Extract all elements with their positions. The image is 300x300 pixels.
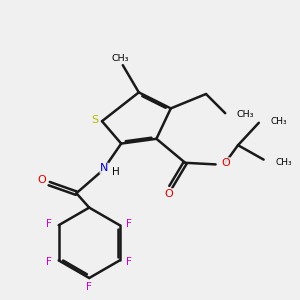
Text: CH₃: CH₃ [236,110,254,119]
Text: O: O [221,158,230,168]
Text: CH₃: CH₃ [271,117,288,126]
Text: F: F [126,257,132,267]
Text: O: O [38,175,46,185]
Text: F: F [46,219,52,229]
Text: CH₃: CH₃ [112,54,129,63]
Text: O: O [165,189,174,199]
Text: F: F [46,257,52,267]
Text: F: F [86,282,92,292]
Text: S: S [92,115,98,124]
Text: H: H [112,167,120,177]
Text: CH₃: CH₃ [276,158,292,167]
Text: F: F [126,219,132,229]
Text: N: N [100,163,108,173]
